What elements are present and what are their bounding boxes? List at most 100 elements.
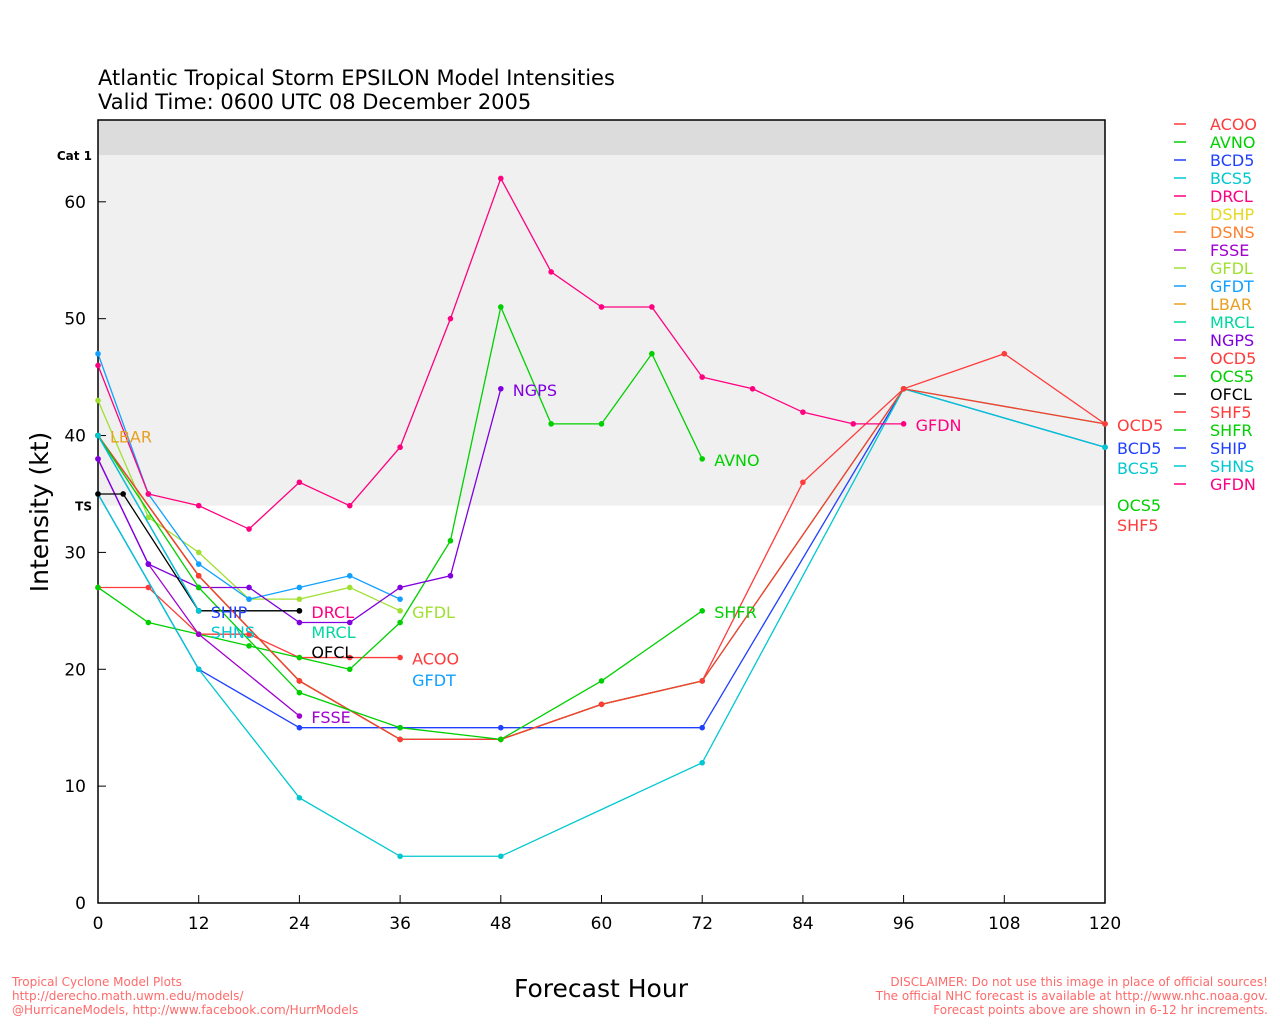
data-point-bcs5 <box>1102 444 1108 451</box>
data-point-shf5 <box>397 736 403 743</box>
series-end-label: SHNS <box>211 623 255 642</box>
y-axis-label: Intensity (kt) <box>25 432 54 593</box>
data-point-shf5 <box>699 678 705 684</box>
data-point-gfdt <box>346 572 353 579</box>
data-point-avno <box>95 584 101 591</box>
data-point-acoo <box>346 654 353 661</box>
data-point-avno <box>498 304 504 310</box>
series-end-label: AVNO <box>714 451 759 470</box>
data-point-shf5 <box>296 678 303 684</box>
chart-subtitle: Valid Time: 0600 UTC 08 December 2005 <box>98 90 532 114</box>
legend-label: OCS5 <box>1210 367 1254 386</box>
legend-label: SHNS <box>1210 457 1254 476</box>
series-end-label: OFCL <box>311 643 353 662</box>
legend-label: FSSE <box>1210 241 1249 260</box>
footer-left-line: http://derecho.math.uwm.edu/models/ <box>12 989 244 1003</box>
x-tick-label: 60 <box>591 914 613 934</box>
x-tick-label: 120 <box>1089 914 1121 934</box>
data-point-bcs5 <box>296 795 303 801</box>
data-point-acoo <box>397 654 403 661</box>
data-point-gfdt <box>296 584 303 591</box>
data-point-gfdn <box>195 502 202 509</box>
disclaimer-line: DISCLAIMER: Do not use this image in pla… <box>890 975 1268 989</box>
data-point-gfdn <box>850 421 857 427</box>
series-line-bcs5 <box>97 388 1106 857</box>
legend-label: BCD5 <box>1210 151 1254 170</box>
data-point-gfdl <box>195 549 202 556</box>
data-point-acoo <box>246 631 252 638</box>
data-point-fsse <box>296 713 303 719</box>
legend-label: LBAR <box>1210 295 1252 314</box>
legend-label: DSNS <box>1210 223 1255 242</box>
data-point-ngps <box>447 572 454 579</box>
data-point-gfdn <box>246 526 252 532</box>
data-point-shfr <box>296 689 303 696</box>
data-point-ngps <box>397 584 403 591</box>
data-point-gfdl <box>346 584 353 591</box>
data-point-gfdt <box>397 596 403 602</box>
data-point-avno <box>346 666 353 673</box>
legend-label: OCD5 <box>1210 349 1256 368</box>
data-point-ngps <box>498 385 504 392</box>
legend-label: MRCL <box>1210 313 1254 332</box>
data-point-shfr <box>397 724 403 731</box>
x-tick-label: 84 <box>792 914 814 934</box>
series-end-label: SHIP <box>211 603 248 622</box>
data-point-ngps <box>145 561 152 567</box>
data-point-bcd5 <box>699 724 705 731</box>
data-point-gfdl <box>95 397 101 404</box>
data-point-gfdt <box>246 596 252 602</box>
data-point-gfdt <box>95 350 101 357</box>
data-point-fsse <box>195 631 202 638</box>
x-tick-label: 12 <box>188 914 210 934</box>
data-point-gfdn <box>296 479 303 486</box>
series-line-shns <box>97 435 200 612</box>
data-point-gfdn <box>498 175 504 182</box>
series-end-label: BCD5 <box>1117 439 1161 458</box>
data-point-avno <box>246 643 252 649</box>
threshold-label: TS <box>75 500 92 514</box>
footer-left-line: @HurricaneModels, http://www.facebook.co… <box>12 1003 359 1017</box>
legend-label: OFCL <box>1210 385 1252 404</box>
series-end-label: BCS5 <box>1117 459 1159 478</box>
y-tick-label: 50 <box>64 310 86 330</box>
data-point-shfr <box>498 736 504 743</box>
y-tick-label: 30 <box>64 543 86 563</box>
series-end-label: NGPS <box>513 381 557 400</box>
series-end-label: FSSE <box>311 708 350 727</box>
data-point-ngps <box>95 456 101 462</box>
series-end-label: GFDL <box>412 603 455 622</box>
data-point-shns <box>195 608 202 614</box>
data-point-shf5 <box>900 385 907 392</box>
data-point-avno <box>699 456 705 462</box>
series-line-ofcl <box>98 493 300 612</box>
disclaimer-line: Forecast points above are shown in 6-12 … <box>933 1003 1268 1017</box>
series-end-label: OCS5 <box>1117 496 1161 515</box>
data-point-gfdn <box>346 502 353 509</box>
data-point-ngps <box>296 619 303 626</box>
x-tick-label: 96 <box>893 914 915 934</box>
x-tick-label: 108 <box>988 914 1020 934</box>
data-point-ofcl <box>296 608 303 614</box>
data-point-bcd5 <box>296 724 303 731</box>
tropical-storm-band <box>98 155 1105 506</box>
data-point-gfdn <box>447 315 454 322</box>
data-point-shfr <box>598 678 605 684</box>
data-point-gfdn <box>699 374 705 380</box>
data-point-ngps <box>346 619 353 626</box>
series-end-label: ACOO <box>412 650 459 669</box>
data-point-bcd5 <box>498 724 504 731</box>
data-point-ofcl <box>95 491 101 497</box>
data-point-gfdn <box>900 421 907 427</box>
legend-label: GFDT <box>1210 277 1254 296</box>
data-point-avno <box>296 654 303 661</box>
data-point-bcs5 <box>498 853 504 860</box>
data-point-shf5 <box>195 572 202 579</box>
data-point-ocd5 <box>800 479 806 486</box>
data-point-gfdn <box>800 409 806 415</box>
disclaimer-line: The official NHC forecast is available a… <box>875 989 1268 1003</box>
data-point-gfdl <box>296 596 303 602</box>
series-end-label: SHF5 <box>1117 516 1159 535</box>
data-point-gfdn <box>397 444 403 451</box>
